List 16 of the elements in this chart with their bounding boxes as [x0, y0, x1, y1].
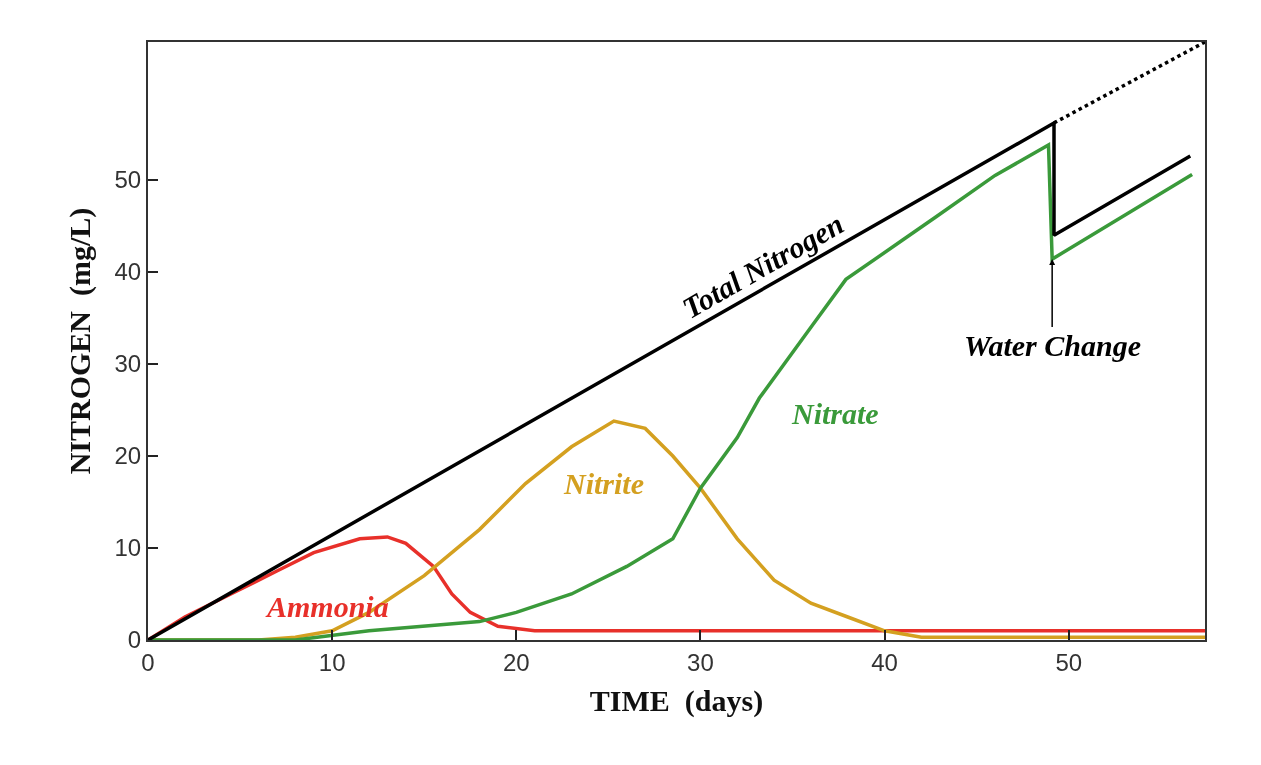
y-tick-label: 50 [114, 166, 142, 194]
y-tick-label: 30 [114, 350, 142, 378]
x-tick-label: 10 [318, 648, 346, 676]
y-tick-label: 20 [114, 442, 142, 470]
x-tick-label: 20 [502, 648, 530, 676]
x-tick-label: 40 [871, 648, 898, 676]
y-tick-label: 40 [114, 258, 142, 286]
x-axis-title: TIME (days) [589, 683, 764, 718]
x-tick-label: 30 [687, 648, 714, 676]
x-tick-label: 50 [1055, 648, 1083, 676]
annotation: Water Change [964, 329, 1141, 362]
y-axis-title: NITROGEN (mg/L) [63, 207, 97, 475]
series-label: Nitrite [563, 467, 644, 500]
y-tick-label: 10 [114, 534, 142, 562]
y-tick-label: 0 [127, 626, 142, 654]
series-label: Nitrate [791, 397, 879, 430]
